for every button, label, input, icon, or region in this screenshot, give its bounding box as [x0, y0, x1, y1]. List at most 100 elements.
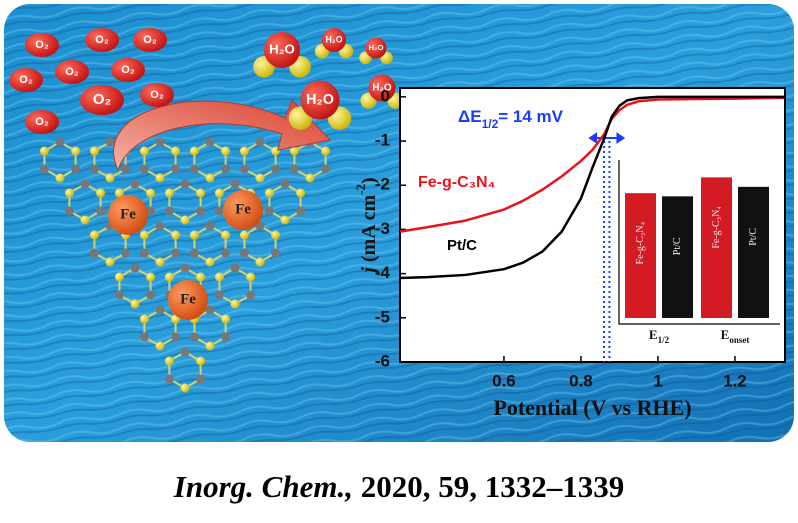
atom: [221, 314, 231, 324]
atom: [64, 188, 74, 198]
oxygen-atom: [264, 32, 300, 68]
atom: [155, 173, 165, 183]
atom: [130, 263, 140, 273]
atom: [146, 206, 156, 216]
atom: [239, 164, 249, 174]
atom: [264, 188, 274, 198]
citation: Inorg. Chem., 2020, 59, 1332–1339: [173, 469, 624, 504]
oxygen-molecule: [25, 33, 59, 57]
atom: [171, 230, 181, 240]
inset-bar: [701, 177, 732, 318]
iron-label: Fe: [120, 206, 136, 222]
series-label: Fe-g-C₃N₄: [418, 174, 495, 191]
x-axis-label: Potential (V vs RHE): [493, 395, 691, 420]
y-tick-label: -5: [375, 307, 390, 326]
oxygen-label: O₂: [65, 66, 79, 78]
atom: [221, 248, 231, 258]
atom: [146, 188, 156, 198]
atom: [155, 221, 165, 231]
atom: [305, 173, 315, 183]
atom: [155, 137, 165, 147]
series-label: Pt/C: [447, 237, 477, 254]
citation-details: 2020, 59, 1332–1339: [353, 469, 624, 504]
atom: [39, 164, 49, 174]
atom: [71, 146, 81, 156]
atom: [89, 146, 99, 156]
iron-atom: [168, 280, 208, 320]
atom: [221, 164, 231, 174]
oxygen-label: O₂: [19, 74, 33, 86]
atom: [280, 215, 290, 225]
atom: [214, 272, 224, 282]
oxygen-atom: [368, 74, 396, 102]
oxygen-molecule: [80, 85, 124, 115]
atom: [89, 230, 99, 240]
oxygen-atom: [322, 28, 346, 52]
polarization-chart: 0 -1 -2 -3 -4 -5 -6 0.6 0.8 1 1.2 Potential (V vs R…: [353, 86, 786, 420]
oxygen-molecule: [111, 58, 145, 82]
inset-category-part: E: [649, 327, 658, 342]
iron-atom: [108, 195, 148, 235]
atom: [139, 332, 149, 342]
atom: [155, 257, 165, 267]
oxygen-label: O₂: [121, 64, 135, 76]
atom: [96, 206, 106, 216]
atom: [196, 356, 206, 366]
atom: [221, 230, 231, 240]
atom: [205, 173, 215, 183]
y-axis-label: j (mA cm-2): [353, 177, 379, 275]
x-tick-label: 1.2: [723, 371, 747, 390]
atom: [55, 173, 65, 183]
atom: [255, 221, 265, 231]
atom: [321, 146, 331, 156]
delta-arrow: [588, 132, 626, 144]
inset-frame: [618, 160, 780, 325]
annotation-part: ΔE: [458, 107, 482, 126]
water-label: H₂O: [372, 83, 392, 94]
inset-category: E1/2: [649, 327, 670, 345]
oxygen-atom: [365, 37, 387, 59]
molecules: O₂ O₂ O₂ O₂ O₂ O₂ O₂ O₂ O₂ H₂O H₂O H₂O H₂O H₂O Fe Fe Fe: [9, 28, 404, 320]
oxygen-label: O₂: [93, 91, 111, 108]
y-tick-label: -6: [375, 351, 390, 370]
inset-bar-label: Pt/C: [672, 237, 683, 255]
atom: [39, 146, 49, 156]
atom: [164, 206, 174, 216]
atom: [271, 248, 281, 258]
atom: [105, 257, 115, 267]
y-tick-label: 0: [381, 86, 390, 105]
atom: [139, 146, 149, 156]
atom: [239, 146, 249, 156]
atom: [64, 206, 74, 216]
atom: [221, 332, 231, 342]
atom: [189, 332, 199, 342]
curve: [399, 95, 785, 280]
atom: [205, 305, 215, 315]
delta-e-annotation: ΔE1/2= 14 mV: [458, 107, 564, 131]
inset-bar: [738, 186, 769, 318]
atom: [155, 305, 165, 315]
atom: [130, 179, 140, 189]
atom: [205, 137, 215, 147]
atom: [146, 290, 156, 300]
atom: [146, 272, 156, 282]
atom: [296, 206, 306, 216]
iron-label: Fe: [180, 291, 196, 307]
atom: [180, 347, 190, 357]
atom: [230, 299, 240, 309]
atom: [89, 248, 99, 258]
atom: [71, 164, 81, 174]
oxygen-molecule: [9, 68, 43, 92]
atom: [180, 215, 190, 225]
oxygen-molecule: [133, 28, 167, 52]
atom: [271, 230, 281, 240]
atom: [289, 164, 299, 174]
atom: [246, 290, 256, 300]
atom: [230, 263, 240, 273]
atom: [205, 257, 215, 267]
atom: [255, 257, 265, 267]
inset-category-part: E: [721, 327, 730, 342]
atom: [214, 206, 224, 216]
atom: [214, 188, 224, 198]
